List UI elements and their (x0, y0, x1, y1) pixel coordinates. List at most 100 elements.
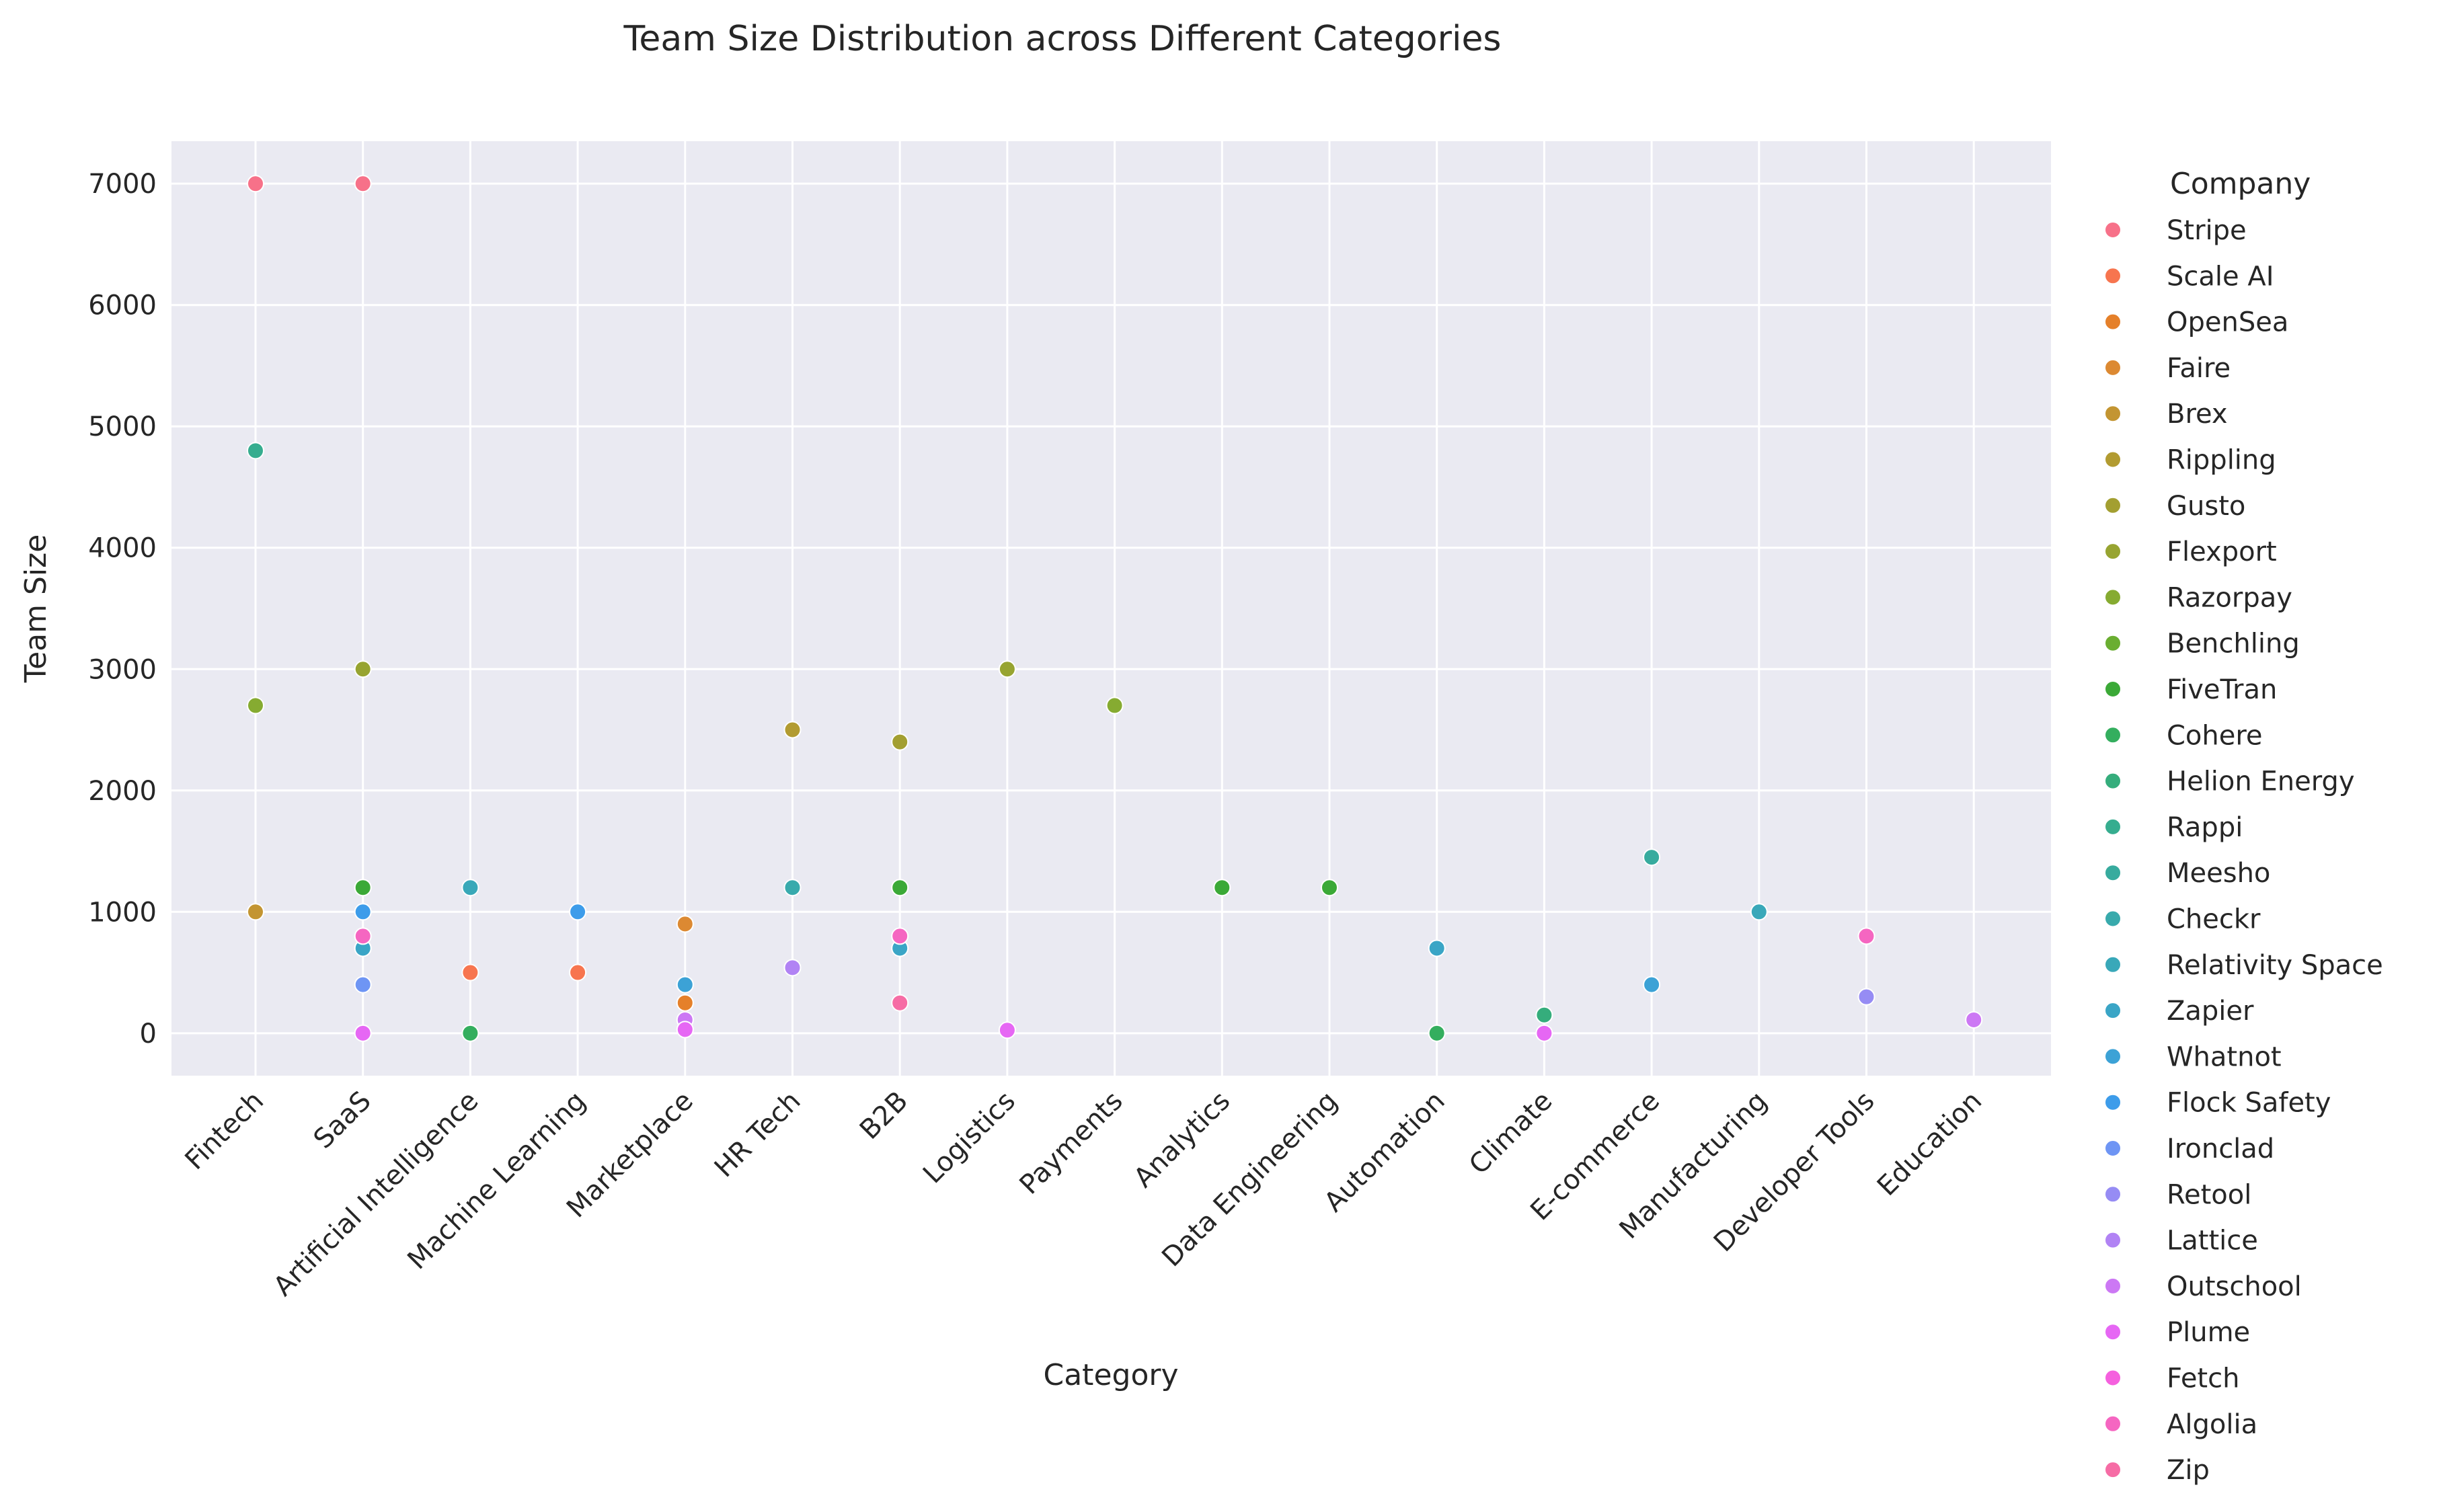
data-point (891, 994, 909, 1012)
x-tick-label: Logistics (917, 1086, 1021, 1190)
x-tick-label: Climate (1463, 1086, 1558, 1181)
data-point (676, 915, 694, 933)
data-point (354, 175, 372, 193)
legend-label: Checkr (2167, 904, 2261, 935)
legend-label: Faire (2167, 353, 2231, 384)
legend-marker (2104, 313, 2122, 331)
legend-label: Plume (2167, 1317, 2250, 1348)
chart-title: Team Size Distribution across Different … (623, 19, 1501, 59)
legend-marker (2104, 221, 2122, 239)
data-point (354, 879, 372, 897)
legend: Company Stripe Scale AI OpenSea Faire Brex Ri… (2104, 167, 2383, 1486)
x-tick-label: Payments (1014, 1086, 1129, 1201)
data-point (354, 927, 372, 945)
y-axis-label: Team Size (19, 534, 53, 684)
legend-marker (2104, 450, 2122, 469)
legend-label: OpenSea (2167, 307, 2288, 338)
data-point (891, 927, 909, 945)
legend-marker (2104, 910, 2122, 928)
y-tick-label: 5000 (88, 411, 157, 442)
data-point (569, 903, 587, 921)
data-point (891, 879, 909, 897)
data-point (676, 976, 694, 994)
data-point (247, 175, 264, 193)
legend-label: Relativity Space (2167, 950, 2383, 981)
data-point (354, 976, 372, 994)
data-point (354, 903, 372, 921)
y-tick-label: 6000 (88, 290, 157, 321)
data-point (1857, 988, 1875, 1006)
legend-marker (2104, 1002, 2122, 1020)
legend-label: Razorpay (2167, 582, 2292, 613)
legend-label: Zapier (2167, 996, 2254, 1027)
data-point (1213, 879, 1231, 897)
legend-marker (2104, 1093, 2122, 1111)
data-point (1428, 1024, 1446, 1042)
legend-label: Flexport (2167, 536, 2277, 567)
legend-marker (2104, 726, 2122, 744)
data-points (247, 175, 1983, 1042)
data-point (247, 442, 264, 460)
data-point (461, 963, 479, 982)
data-point (1857, 927, 1875, 945)
x-tick-label: Education (1871, 1086, 1988, 1202)
legend-marker (2104, 1461, 2122, 1479)
legend-marker (2104, 1415, 2122, 1433)
data-point (998, 1021, 1016, 1039)
y-tick-label: 3000 (88, 654, 157, 685)
legend-label: Ironclad (2167, 1133, 2274, 1164)
data-point (676, 994, 694, 1012)
legend-marker (2104, 634, 2122, 652)
legend-label: Lattice (2167, 1226, 2258, 1257)
legend-marker (2104, 543, 2122, 561)
x-tick-label: Machine Learning (401, 1086, 592, 1276)
legend-marker (2104, 1231, 2122, 1249)
data-point (247, 697, 264, 715)
data-point (891, 733, 909, 751)
legend-label: Benchling (2167, 629, 2300, 660)
x-tick-label: Data Engineering (1156, 1086, 1344, 1273)
legend-label: Brex (2167, 399, 2228, 430)
data-point (1750, 903, 1768, 921)
legend-marker (2104, 496, 2122, 514)
x-tick-label: Fintech (180, 1086, 270, 1176)
y-tick-label: 2000 (88, 776, 157, 807)
legend-label: Helion Energy (2167, 766, 2355, 797)
x-tick-label: Analytics (1128, 1086, 1236, 1194)
data-point (461, 879, 479, 897)
data-point (1106, 697, 1124, 715)
data-point (1321, 879, 1338, 897)
x-tick-label: HR Tech (709, 1086, 807, 1184)
data-point (354, 660, 372, 678)
data-point (1965, 1010, 1983, 1029)
legend-label: Flock Safety (2167, 1088, 2331, 1119)
legend-marker (2104, 818, 2122, 836)
legend-label: Algolia (2167, 1409, 2257, 1440)
legend-label: Meesho (2167, 858, 2270, 889)
y-tick-labels: 0 1000 2000 3000 4000 5000 6000 7000 (88, 169, 157, 1049)
data-point (1428, 939, 1446, 957)
data-point (998, 660, 1016, 678)
legend-label: Zip (2167, 1455, 2210, 1486)
data-point (783, 721, 802, 739)
y-tick-label: 4000 (88, 533, 157, 564)
legend-label: Fetch (2167, 1363, 2239, 1394)
legend-label: Stripe (2167, 215, 2247, 246)
legend-marker (2104, 680, 2122, 698)
legend-marker (2104, 1369, 2122, 1387)
legend-label: Retool (2167, 1179, 2251, 1210)
y-tick-label: 7000 (88, 169, 157, 200)
data-point (1643, 976, 1661, 994)
legend-label: Cohere (2167, 720, 2263, 751)
legend-label: FiveTran (2167, 674, 2277, 705)
legend-label: Whatnot (2167, 1041, 2282, 1072)
legend-marker (2104, 267, 2122, 285)
data-point (247, 903, 264, 921)
legend-label: Rappi (2167, 812, 2243, 843)
data-point (1643, 848, 1661, 867)
legend-marker (2104, 1323, 2122, 1341)
y-tick-label: 0 (140, 1019, 157, 1049)
plot-area (171, 141, 2051, 1076)
